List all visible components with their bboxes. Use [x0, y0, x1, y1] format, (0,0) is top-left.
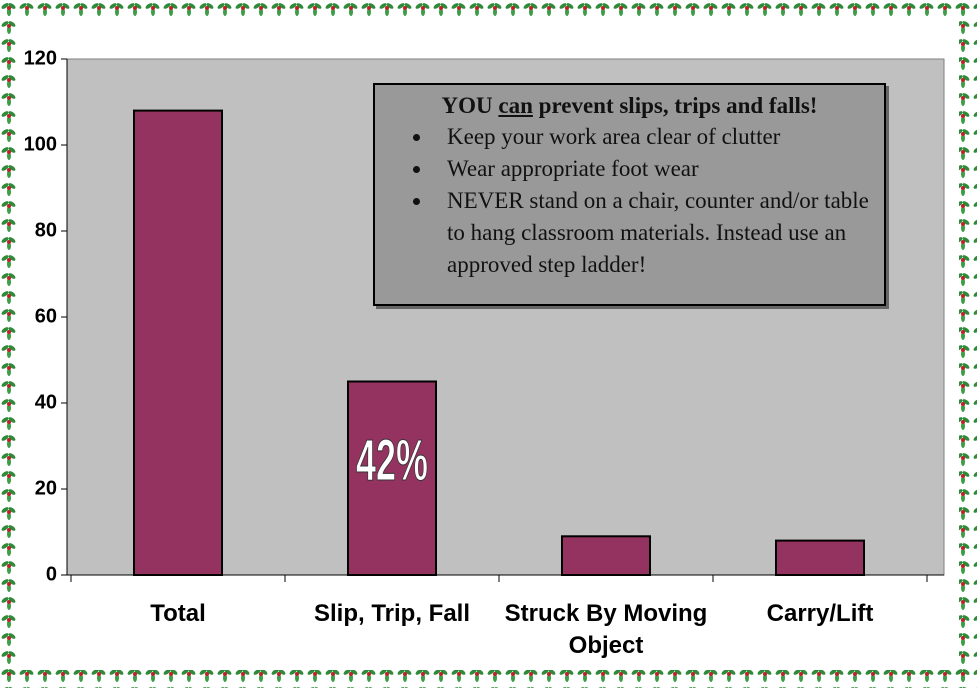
note-title-part: YOU: [442, 93, 493, 118]
y-tick-label: 100: [24, 133, 57, 155]
x-tick-label: Struck By Moving Object: [504, 598, 709, 662]
note-bullet: NEVER stand on a chair, counter and/or t…: [433, 185, 870, 281]
x-tick-label: Carry/Lift: [718, 598, 923, 630]
y-tick-label: 0: [46, 563, 57, 585]
bar: [776, 541, 864, 575]
y-tick-label: 20: [35, 477, 57, 499]
note-bullet: Keep your work area clear of clutter: [433, 121, 870, 153]
y-tick-label: 60: [35, 305, 57, 327]
note-title-part: prevent slips, trips and falls!: [539, 93, 818, 118]
note-box: YOU can prevent slips, trips and falls! …: [373, 83, 886, 306]
annotation: 42%: [356, 428, 428, 493]
y-tick-label: 120: [24, 47, 57, 69]
x-tick-label: Slip, Trip, Fall: [290, 598, 495, 630]
bar: [562, 536, 650, 575]
note-title-part: can: [498, 93, 533, 118]
y-tick-label: 80: [35, 219, 57, 241]
note-title: YOU can prevent slips, trips and falls!: [389, 93, 870, 119]
note-list: Keep your work area clear of clutterWear…: [389, 121, 870, 281]
x-tick-label: Total: [76, 598, 281, 630]
note-bullet: Wear appropriate foot wear: [433, 153, 870, 185]
bar: [134, 111, 222, 575]
y-tick-label: 40: [35, 391, 57, 413]
page: 0 20 40 60 80 100 120 42% YOU can prevent slips…: [0, 0, 977, 688]
